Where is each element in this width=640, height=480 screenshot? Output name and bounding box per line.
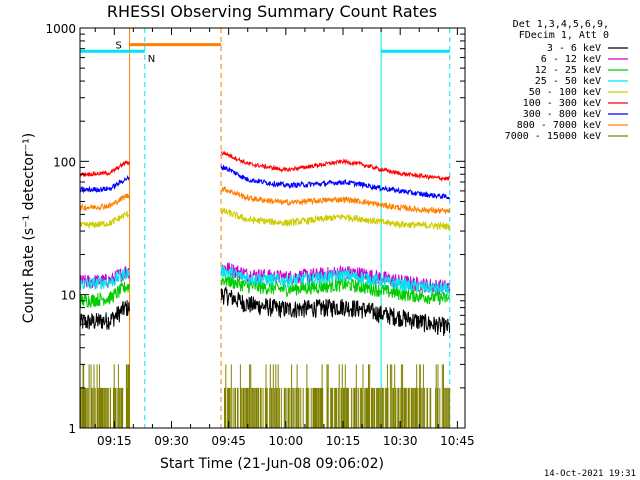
x-tick-label: 10:30 xyxy=(383,434,418,448)
legend-label: 300 - 800 keV xyxy=(523,109,601,120)
series-100-300-kev xyxy=(80,150,451,183)
series-line-100-300-kev-2 xyxy=(220,150,451,183)
series-line-800-7000-kev-1 xyxy=(80,193,130,212)
series-300-800-kev xyxy=(80,165,451,200)
night-marker-label: N xyxy=(148,54,155,65)
series-group xyxy=(80,150,451,428)
x-tick-label: 09:15 xyxy=(97,434,132,448)
legend-label: 6 - 12 keV xyxy=(541,54,601,65)
legend-label: 50 - 100 keV xyxy=(529,87,601,98)
series-line-25-50-kev-1 xyxy=(80,268,130,291)
legend-header-line: Det 1,3,4,5,6,9, xyxy=(513,19,609,30)
x-tick-label: 10:15 xyxy=(326,434,361,448)
series-line-50-100-kev-2 xyxy=(220,206,451,231)
y-tick-label: 1000 xyxy=(45,22,76,36)
legend: Det 1,3,4,5,6,9,FDecim 1, Att 0 3 - 6 keV… xyxy=(505,19,628,142)
series-line-800-7000-kev-2 xyxy=(220,186,451,215)
x-tick-label: 10:45 xyxy=(440,434,475,448)
series-7000-15000-kev xyxy=(80,364,451,428)
x-tick-label: 09:45 xyxy=(211,434,246,448)
series-line-6-12-kev-1 xyxy=(80,266,130,289)
series-line-50-100-kev-1 xyxy=(80,211,130,229)
series-line-25-50-kev-2 xyxy=(220,265,450,297)
saa-marker-label: S xyxy=(116,41,122,52)
x-axis-label: Start Time (21-Jun-08 09:06:02) xyxy=(160,456,384,472)
y-tick-label: 1 xyxy=(68,422,76,436)
y-axis-label: Count Rate (s⁻¹ detector⁻¹) xyxy=(21,133,37,323)
series-50-100-kev xyxy=(80,206,451,231)
series-line-100-300-kev-1 xyxy=(80,160,130,178)
legend-label: 7000 - 15000 keV xyxy=(505,131,601,142)
x-tick-label: 09:30 xyxy=(154,434,189,448)
legend-label: 25 - 50 keV xyxy=(535,76,601,87)
y-tick-label: 100 xyxy=(53,155,76,169)
chart-title: RHESSI Observing Summary Count Rates xyxy=(107,2,437,21)
series-line-300-800-kev-1 xyxy=(80,174,130,194)
series-800-7000-kev xyxy=(80,186,451,215)
legend-label: 800 - 7000 keV xyxy=(517,120,601,131)
legend-header-line: FDecim 1, Att 0 xyxy=(519,30,609,41)
axes: 09:15 09:30 09:45 10:00 10:15 10:30 10:45 1 10 10… xyxy=(45,22,474,448)
plot-frame xyxy=(79,27,466,429)
series-line-12-25-kev-1 xyxy=(80,281,130,308)
series-line-3-6-kev-2 xyxy=(220,286,451,337)
legend-label: 100 - 300 keV xyxy=(523,98,601,109)
series-line-3-6-kev-1 xyxy=(80,300,130,330)
y-tick-label: 10 xyxy=(61,289,76,303)
series-3-6-kev xyxy=(80,286,451,337)
series-line-7000-15000-kev xyxy=(80,364,451,428)
x-tick-label: 10:00 xyxy=(269,434,304,448)
legend-label: 3 - 6 keV xyxy=(547,43,601,54)
series-25-50-kev xyxy=(80,265,450,297)
timestamp: 14-Oct-2021 19:31 xyxy=(544,469,636,479)
legend-label: 12 - 25 keV xyxy=(535,65,601,76)
series-line-300-800-kev-2 xyxy=(220,165,451,200)
